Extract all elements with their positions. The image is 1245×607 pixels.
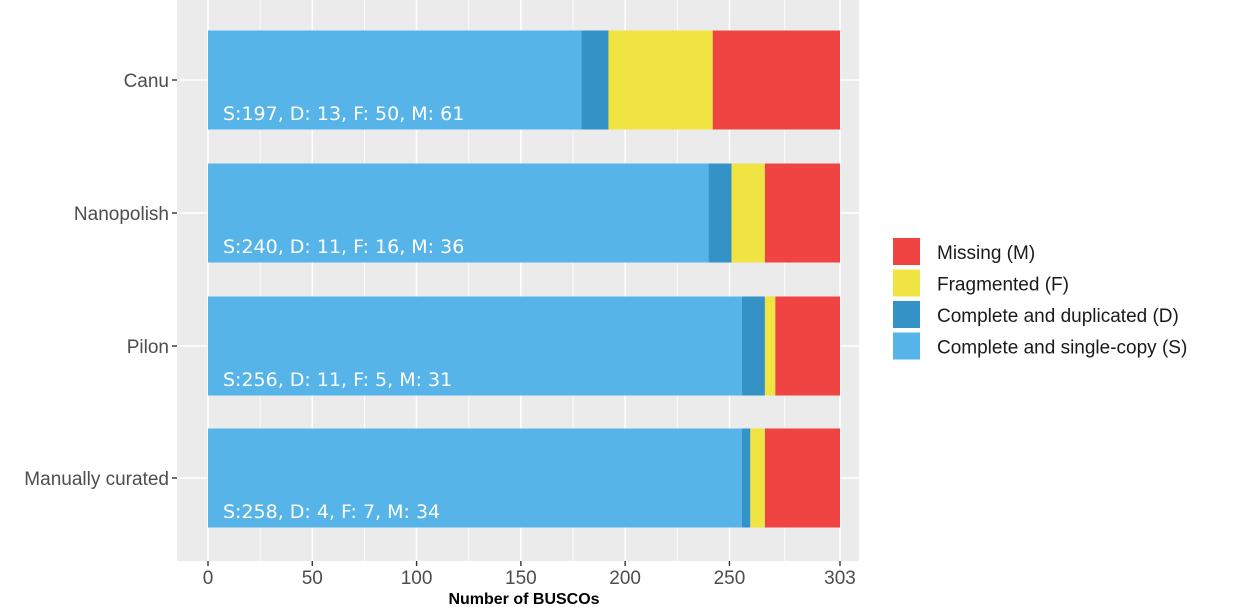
bar-segment (608, 30, 713, 130)
bar-annotation: S:258, D: 4, F: 7, M: 34 (223, 501, 440, 523)
x-tick-label: 0 (203, 568, 214, 589)
x-tick-label: 150 (505, 568, 537, 589)
x-tick-label: 50 (302, 568, 323, 589)
legend-swatch (893, 238, 920, 265)
bar-segment (208, 296, 742, 396)
y-tick-label: Nanopolish (74, 204, 169, 225)
bar-annotation: S:240, D: 11, F: 16, M: 36 (223, 236, 464, 258)
bar-segment (741, 428, 751, 528)
x-axis-title: Number of BUSCOs (448, 591, 599, 607)
bar-annotation: S:197, D: 13, F: 50, M: 61 (223, 103, 464, 125)
x-tick-label: 250 (714, 568, 746, 589)
y-tick-label: Manually curated (24, 469, 169, 490)
bar-segment (708, 163, 732, 263)
bar-segment (208, 428, 742, 528)
bar-segment (764, 428, 840, 528)
x-tick-label: 200 (609, 568, 641, 589)
bar-segment (741, 296, 765, 396)
legend: Missing (M) Fragmented (F) Complete and du… (893, 238, 1187, 360)
x-axis: 0 50 100 150 200 250 303 (203, 561, 856, 589)
bar-annotation: S:256, D: 11, F: 5, M: 31 (223, 369, 452, 391)
bar-segment (775, 296, 840, 396)
y-tick-label: Pilon (127, 337, 169, 358)
x-tick-label: 100 (401, 568, 433, 589)
bar-segment (750, 428, 765, 528)
bars (208, 30, 840, 528)
legend-swatch (893, 332, 920, 360)
bar-annotations: S:197, D: 13, F: 50, M: 61 S:240, D: 11, … (223, 103, 464, 523)
legend-label: Missing (M) (937, 243, 1035, 264)
y-tick-label: Canu (124, 71, 169, 92)
bar-segment (731, 163, 765, 263)
legend-label: Complete and single-copy (S) (937, 338, 1187, 359)
y-axis: Canu Nanopolish Pilon Manually curated (24, 71, 177, 490)
bar-segment (208, 163, 709, 263)
bar-segment (764, 296, 776, 396)
bar-segment (712, 30, 840, 130)
x-tick-label: 303 (824, 568, 856, 589)
bar-segment (208, 30, 582, 130)
legend-swatch (893, 301, 920, 328)
bar-segment (581, 30, 609, 130)
legend-label: Complete and duplicated (D) (937, 306, 1179, 327)
bar-segment (764, 163, 840, 263)
legend-label: Fragmented (F) (937, 275, 1069, 296)
legend-swatch (893, 269, 920, 297)
